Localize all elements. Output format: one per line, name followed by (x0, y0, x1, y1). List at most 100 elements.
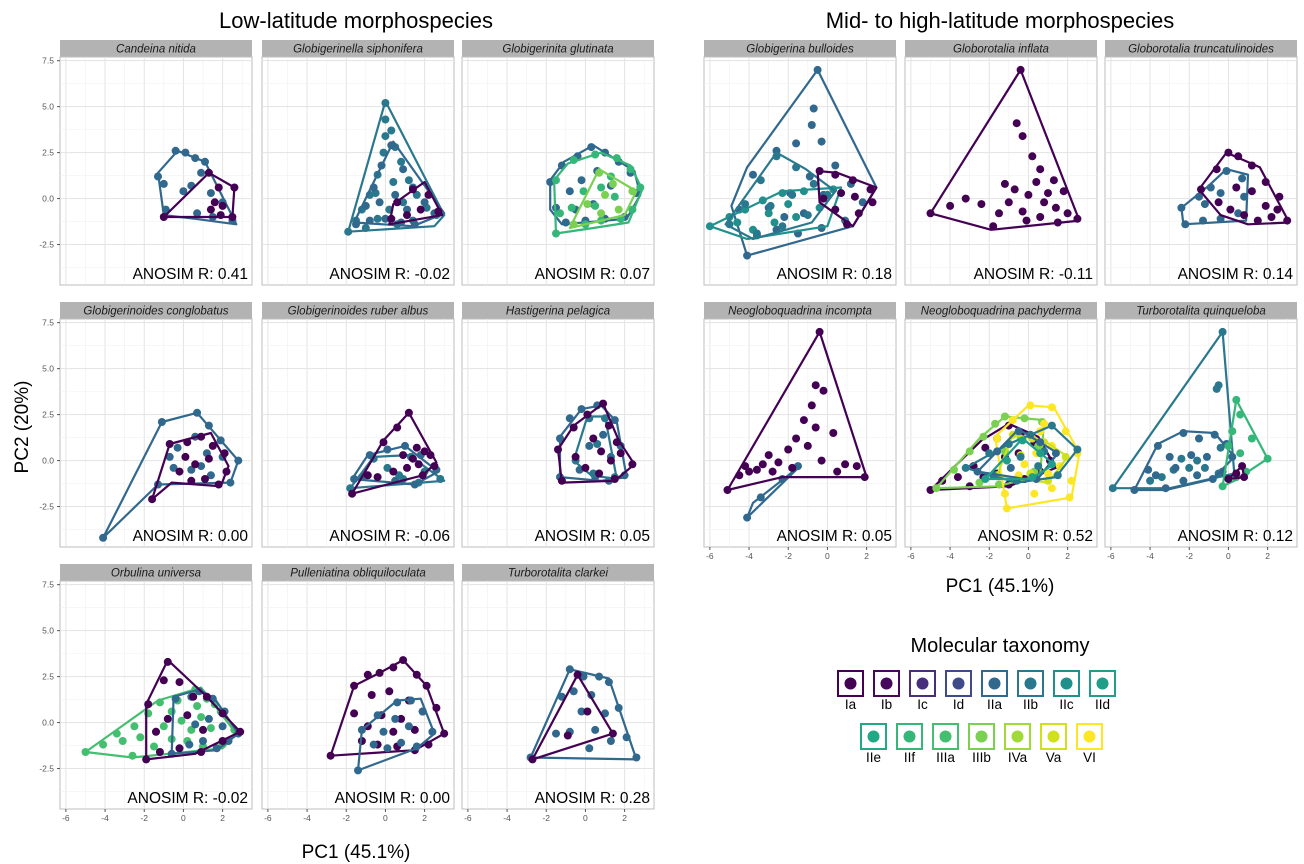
series-2 (350, 441, 441, 489)
data-point (399, 198, 408, 207)
convex-hull (347, 99, 446, 233)
legend-key-dot (952, 677, 965, 690)
data-point (811, 381, 820, 390)
data-point (965, 447, 974, 456)
data-point (214, 183, 223, 192)
data-point (365, 216, 374, 225)
panel-neogloboquadrina-pachyderma: Neogloboquadrina pachyderma -6 -4 -2 0 2 ANOSI… (904, 302, 1098, 561)
data-point (583, 410, 592, 419)
anosim-label: ANOSIM R: 0.52 (978, 528, 1093, 545)
x-tick-label: -2 (1185, 551, 1193, 561)
data-point (852, 462, 861, 471)
data-point (414, 460, 423, 469)
data-point (770, 218, 779, 227)
panel-orbulina-universa: Orbulina universa 7.5 5.0 2.5 0.0 -2.5 -6 -4 -2 0… (39, 564, 253, 823)
data-point (1144, 465, 1153, 474)
data-point (1008, 416, 1017, 425)
data-point (591, 201, 600, 210)
data-point (159, 676, 168, 685)
series-2 (723, 327, 869, 494)
data-point (408, 454, 417, 463)
data-point (1065, 493, 1074, 502)
data-point (197, 168, 206, 177)
data-point (216, 211, 225, 220)
data-point (1000, 412, 1009, 421)
data-point (1047, 460, 1056, 469)
x-tick-label: -6 (1107, 551, 1115, 561)
data-point (167, 707, 176, 716)
data-point (597, 447, 606, 456)
panel-title: Neogloboquadrina incompta (728, 306, 872, 318)
data-point (159, 179, 168, 188)
panel-strip (905, 40, 1097, 57)
data-point (436, 475, 445, 483)
x-tick-label: 0 (181, 813, 186, 823)
data-point (1238, 174, 1247, 183)
data-point (756, 176, 765, 185)
data-point (1228, 427, 1237, 436)
data-point (159, 722, 168, 731)
data-point (1261, 201, 1270, 210)
data-point (993, 447, 1002, 456)
data-point (326, 751, 335, 760)
legend-entry-iif: IIf (896, 723, 923, 765)
data-point (583, 707, 592, 716)
data-point (1224, 475, 1233, 483)
data-point (344, 227, 353, 236)
panel-globigerinita-glutinata: Globigerinita glutinata ANOSIM R: 0.07 (461, 40, 655, 286)
panel-globorotalia-truncatulinoides: Globorotalia truncatulinoides ANOSIM R: 0… (1104, 40, 1298, 286)
data-point (599, 399, 608, 408)
x-tick-label: 2 (1065, 551, 1070, 561)
data-point (391, 714, 400, 723)
anosim-label: ANOSIM R: -0.02 (127, 790, 248, 807)
data-point (159, 213, 168, 221)
data-point (809, 104, 818, 113)
y-tick-label: -2.5 (39, 240, 54, 250)
data-point (404, 408, 413, 417)
legend-key-dot (1060, 677, 1073, 690)
data-point (1000, 179, 1009, 188)
data-point (1020, 460, 1029, 469)
data-point (1267, 213, 1276, 221)
data-point (614, 205, 623, 214)
data-point (843, 220, 851, 229)
legend-key-dot (880, 677, 893, 690)
data-point (585, 744, 594, 753)
panel-globigerinoides-conglobatus: Globigerinoides conglobatus 7.5 5.0 2.5 0.0 -… (39, 302, 253, 548)
data-point (181, 452, 190, 461)
x-tick-label: 0 (825, 551, 830, 561)
data-point (809, 179, 818, 188)
panel-strip (905, 302, 1097, 319)
data-point (1044, 469, 1052, 478)
data-point (1018, 132, 1027, 141)
data-point (1010, 185, 1019, 194)
data-point (1283, 216, 1292, 225)
legend: Molecular taxonomy Ia Ib Ic Id IIa IIb IIc IId I… (837, 635, 1116, 765)
data-point (632, 753, 641, 762)
data-point (792, 163, 801, 172)
data-point (860, 473, 869, 482)
data-point (552, 229, 560, 238)
data-point (595, 672, 604, 681)
data-point (1161, 484, 1170, 493)
data-point (1199, 216, 1207, 225)
data-point (1051, 203, 1060, 212)
data-point (788, 190, 797, 199)
data-point (193, 209, 202, 218)
data-point (1028, 152, 1037, 161)
data-point (165, 440, 174, 448)
data-point (204, 454, 213, 463)
panel-strip (60, 302, 252, 319)
data-point (577, 405, 586, 414)
data-point (404, 176, 413, 185)
data-point (1002, 456, 1011, 465)
data-point (1247, 434, 1256, 443)
legend-entry-iic: IIc (1053, 670, 1080, 712)
data-point (379, 438, 388, 447)
panel-title: Neogloboquadrina pachyderma (921, 306, 1081, 318)
data-point (1049, 176, 1058, 185)
data-point (1026, 401, 1035, 410)
panel-title: Globorotalia truncatulinoides (1128, 44, 1274, 56)
data-point (177, 716, 186, 725)
data-point (218, 709, 227, 718)
